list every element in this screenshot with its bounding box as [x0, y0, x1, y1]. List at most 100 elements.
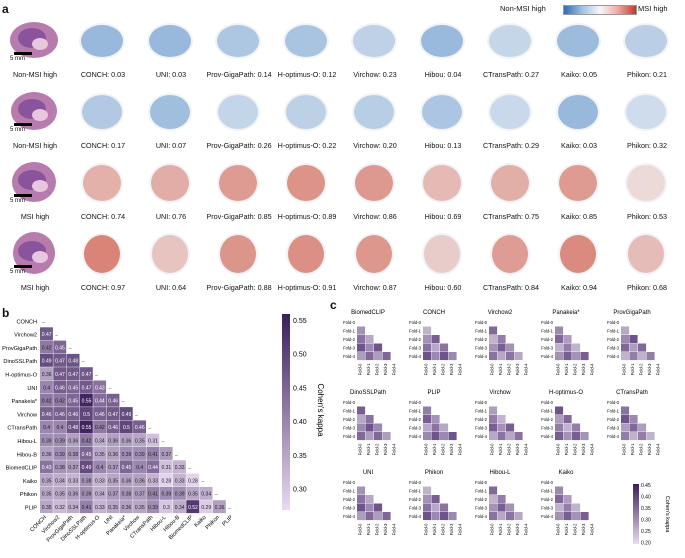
model-score-caption: Hibou: 0.04	[424, 70, 462, 79]
heatmap-cell-value: 0.4	[136, 465, 143, 471]
fold-axis-label: Fold-1	[432, 523, 437, 536]
heatmap-diagonal-dash: –	[162, 439, 165, 445]
panel-c-label: c	[330, 298, 337, 312]
heatmap-cell	[93, 380, 107, 394]
attention-map	[412, 158, 474, 224]
fold-axis-label: Fold-4	[523, 523, 528, 536]
mini-heatmap-cell	[497, 423, 506, 432]
fold-axis-label: Fold-2	[638, 443, 643, 456]
model-score-caption: Kaiko: 0.03	[561, 141, 597, 150]
colorbar-tick: 0.35	[293, 453, 307, 460]
mini-heatmap-cell	[497, 503, 506, 512]
heatmap-cell	[146, 447, 160, 460]
mini-heatmap-cell	[365, 503, 374, 512]
mini-heatmap-cell	[357, 512, 366, 521]
mini-heatmap-cell	[555, 352, 564, 361]
fold-label: Fold-3	[541, 426, 554, 431]
heatmap-cell-value: 0.45	[55, 345, 65, 351]
heatmap-cell	[53, 340, 67, 354]
mini-heatmap-cell	[506, 352, 515, 361]
heatmap-cell	[106, 473, 120, 487]
fold-label: Fold-2	[475, 417, 488, 422]
fold-axis-label: Fold-3	[647, 363, 652, 376]
fold-label: Fold-3	[541, 346, 554, 351]
fold-label: Fold-4	[475, 354, 488, 359]
heatmap-diagonal-dash: –	[95, 373, 98, 379]
model-score-caption: CTransPath: 0.29	[482, 141, 540, 150]
mini-heatmap-cell	[489, 495, 498, 504]
heatmap-cell	[119, 460, 133, 474]
heatmap-row-label: Hibou-L	[17, 439, 37, 445]
fold-label: Fold-2	[409, 417, 422, 422]
mini-heatmap-title: BiomedCLIP	[351, 310, 385, 316]
fold-axis-label: Fold-1	[564, 443, 569, 456]
mini-heatmap-cell	[629, 343, 638, 352]
mini-heatmap-cell	[514, 352, 523, 361]
fold-label: Fold-0	[343, 400, 356, 405]
mini-heatmap-cell	[621, 423, 630, 432]
heatmap-cell-value: 0.31	[161, 465, 171, 471]
heatmap-cell	[119, 500, 133, 514]
attention-map	[344, 16, 406, 82]
fold-label: Fold-2	[409, 337, 422, 342]
fold-kappa-minis: BiomedCLIP Fold-0 Fold-0 Fold-1 Fold-1 Fold-2…	[343, 310, 670, 547]
heatmap-diagonal-dash: –	[148, 426, 151, 432]
heatmap-cell	[119, 473, 133, 487]
heatmap-cell	[212, 500, 226, 514]
heatmap-cell	[93, 460, 107, 474]
heatmap-cell-value: 0.45	[68, 399, 78, 405]
mini-heatmap-cell	[440, 512, 449, 521]
mini-heatmap-cell	[555, 432, 564, 441]
mini-heatmap-cell	[423, 503, 432, 512]
heatmap-cell-value: 0.36	[108, 452, 118, 458]
attention-map	[344, 229, 406, 295]
colorbar-left-label: Non-MSI high	[500, 4, 546, 13]
heatmap-cell	[119, 433, 133, 447]
fold-label: Fold-1	[541, 489, 554, 494]
mini-heatmap-cell	[423, 406, 432, 415]
attention-map	[412, 16, 474, 82]
heatmap-cell	[53, 367, 67, 381]
fold-axis-label: Fold-1	[432, 363, 437, 376]
heatmap-cell-value: 0.47	[55, 359, 65, 365]
heatmap-cell	[40, 380, 53, 394]
fold-axis-label: Fold-2	[506, 443, 511, 456]
fold-axis-label: Fold-2	[374, 363, 379, 376]
fold-axis-label: Fold-2	[440, 443, 445, 456]
heatmap-cell	[66, 486, 80, 500]
fold-axis-label: Fold-0	[555, 443, 560, 456]
fold-label: Fold-3	[541, 506, 554, 511]
heatmap-cell	[119, 420, 133, 434]
mini-heatmap-cell	[621, 326, 630, 335]
heatmap-cell-value: 0.47	[68, 372, 78, 378]
model-score-caption: H-optimus-O: 0.12	[277, 70, 337, 79]
fold-axis-label: Fold-3	[449, 443, 454, 456]
mini-heatmap-cell	[357, 503, 366, 512]
mini-heatmap-cell	[357, 486, 366, 495]
heatmap-cell	[66, 367, 80, 381]
fold-label: Fold-0	[607, 320, 620, 325]
fold-axis-label: Fold-4	[589, 443, 594, 456]
heatmap-diagonal-dash: –	[109, 386, 112, 392]
heatmap-cell	[173, 473, 186, 487]
heatmap-cell	[53, 353, 67, 367]
heatmap-cell	[79, 420, 93, 434]
heatmap-cell	[133, 473, 146, 487]
model-score-caption: CONCH: 0.17	[80, 141, 126, 150]
fold-axis-label: Fold-0	[489, 523, 494, 536]
heatmap-cell-value: 0.5	[123, 425, 130, 431]
panel-a-label: a	[2, 2, 9, 16]
heatmap-cell	[40, 500, 53, 514]
fold-axis-label: Fold-4	[457, 523, 462, 536]
attention-map	[480, 158, 542, 224]
heatmap-cell-value: 0.35	[95, 452, 105, 458]
heatmap-cell-value: 0.39	[122, 452, 132, 458]
he-slide-image	[4, 229, 66, 295]
attention-map	[344, 87, 406, 153]
fold-label: Fold-1	[409, 329, 422, 334]
attention-map	[276, 229, 338, 295]
mini-heatmap-title: Panakeia*	[552, 310, 580, 316]
mini-heatmap-cell	[440, 423, 449, 432]
heatmap-cell-value: 0.38	[82, 478, 92, 484]
